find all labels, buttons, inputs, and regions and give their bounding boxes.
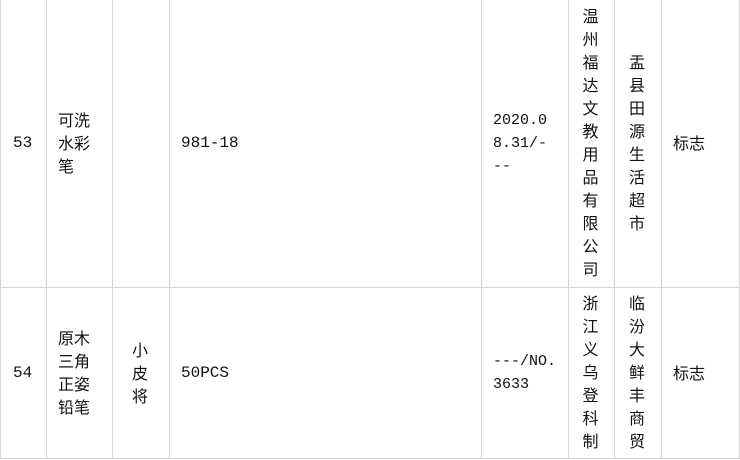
cell-text: 浙江义乌登科制 [582,294,599,451]
cell-no: 53 [0,0,47,288]
cell-text: 盂县田源生活超市 [629,53,646,233]
cell-issue: 标志 [662,0,740,288]
cell-issue: 标志 [662,288,740,459]
cell-text: 原木三角正姿铅笔 [58,329,91,417]
cell-seller: 临汾大鲜丰商贸 [615,288,662,459]
cell-text: 标志 [673,133,706,153]
cell-text: ---/NO.3633 [493,353,557,393]
cell-text: 50PCS [181,363,230,382]
cell-text: 小皮将 [132,340,149,406]
cell-date-batch: 2020.08.31/--- [482,0,569,288]
cell-text: 54 [13,363,33,382]
cell-text: 2020.08.31/--- [493,111,548,175]
cell-product: 可洗水彩笔 [47,0,113,288]
cell-manufacturer: 浙江义乌登科制 [569,288,615,459]
cell-text: 53 [13,133,33,152]
cell-text: 可洗水彩笔 [58,110,91,176]
cell-brand [113,0,170,288]
cell-no: 54 [0,288,47,459]
cell-text: 临汾大鲜丰商贸 [629,294,646,451]
cell-product: 原木三角正姿铅笔 [47,288,113,459]
cell-spec: 981-18 [170,0,482,288]
cell-seller: 盂县田源生活超市 [615,0,662,288]
cell-manufacturer: 温州福达文教用品有限公司 [569,0,615,288]
cell-text: 981-18 [181,133,239,152]
cell-date-batch: ---/NO.3633 [482,288,569,459]
cell-spec: 50PCS [170,288,482,459]
cell-text: 温州福达文教用品有限公司 [582,7,599,279]
cell-text: 标志 [673,363,706,383]
cell-brand: 小皮将 [113,288,170,459]
